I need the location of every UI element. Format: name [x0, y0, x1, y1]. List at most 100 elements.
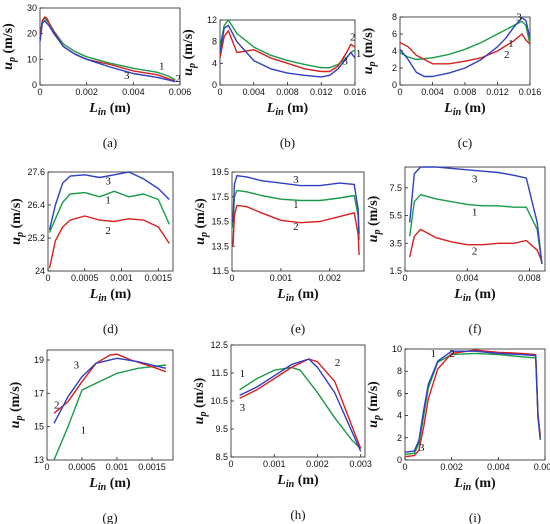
curve-label: 1 [81, 424, 87, 436]
y-tick-label: 20 [27, 29, 37, 39]
y-axis-label: up (m/s) [181, 29, 198, 76]
curve-label: 3 [293, 174, 299, 186]
x-tick-label: 0.016 [344, 87, 367, 97]
x-tick-label: 0 [402, 273, 407, 283]
curve-label: 2 [350, 32, 356, 44]
y-axis-label: up (m/s) [361, 27, 378, 74]
y-tick-label: 2 [392, 63, 397, 73]
panel-f: 0 0.004 0.008 1.5 3.5 5.5 7.5 3 1 2 up (m/s) Lin (m… [366, 166, 546, 336]
series-line-3 [219, 24, 356, 78]
y-tick-label: 25.2 [27, 233, 45, 243]
x-tick-label: 0.002 [440, 462, 463, 472]
x-tick-label: 0.004 [456, 273, 479, 283]
curve-label: 2 [472, 245, 478, 257]
curve-label: 1 [431, 348, 437, 360]
series-line-3 [239, 358, 362, 452]
y-tick-label: 8 [392, 12, 397, 22]
y-tick-label: 13 [34, 455, 44, 465]
series-line-3 [232, 174, 360, 234]
x-tick-label: 0.004 [487, 462, 510, 472]
series-line-3 [409, 166, 543, 265]
series-line-3 [53, 357, 167, 424]
panel-label: (a) [103, 135, 117, 150]
y-axis-label: up (m/s) [9, 198, 26, 245]
series-line-1 [232, 189, 360, 241]
curve-label: 3 [124, 70, 130, 82]
curve-label: 1 [508, 38, 514, 50]
x-tick-label: 0.006 [534, 462, 550, 472]
series-line-2 [399, 33, 531, 65]
series-line-1 [48, 190, 170, 233]
x-axis-label: Lin (m) [276, 287, 319, 304]
x-tick-label: 0.0015 [138, 462, 166, 472]
plot-frame [404, 348, 546, 461]
x-axis-label: Lin (m) [266, 101, 309, 118]
x-tick-label: 0.0005 [71, 273, 99, 283]
series-line-1 [399, 20, 531, 61]
x-tick-label: 0.0015 [145, 273, 173, 283]
series-line-2 [409, 228, 543, 262]
plot-frame [46, 349, 174, 461]
y-tick-label: 4 [397, 411, 402, 421]
x-tick-label: 0.002 [306, 459, 329, 469]
x-tick-label: 0.008 [518, 273, 541, 283]
curve-label: 2 [54, 399, 60, 411]
y-tick-label: 4 [392, 46, 397, 56]
y-axis-label: up (m/s) [366, 195, 383, 242]
y-tick-label: 27.6 [27, 167, 45, 177]
curve-label: 1 [472, 207, 478, 219]
x-axis-label: Lin (m) [276, 473, 319, 490]
panel-d: 0 0.0005 0.001 0.0015 24 25.2 26.4 27.6 3 1 2 up (m… [9, 167, 174, 336]
series-line-3 [48, 171, 170, 230]
x-tick-label: 0 [37, 87, 42, 97]
curve-label: 1 [293, 199, 299, 211]
panel-label: (d) [103, 321, 118, 336]
panel-b: 0 0.004 0.008 0.012 0.016 0 4 8 12 213 up (m/s) Lin… [181, 15, 366, 150]
x-tick-label: 0.004 [242, 87, 265, 97]
y-tick-label: 10.5 [210, 396, 228, 406]
x-tick-label: 0.002 [319, 273, 342, 283]
y-tick-label: 1.5 [389, 266, 402, 276]
series-line-1 [409, 193, 543, 265]
panel-g: 0 0.0005 0.001 0.0015 13 15 17 19 2 3 1 up (m/s) Lin… [8, 349, 174, 524]
y-tick-label: 12 [207, 15, 217, 25]
x-tick-label: 0.004 [122, 87, 145, 97]
curve-label: 2 [449, 348, 455, 360]
curve-label: 3 [342, 55, 348, 67]
y-tick-label: 11.5 [211, 368, 228, 378]
panel-label: (e) [291, 321, 305, 336]
panel-label: (g) [102, 510, 117, 524]
curve-label: 3 [419, 442, 425, 454]
curve-label: 2 [293, 221, 299, 233]
y-tick-label: 15 [34, 422, 44, 432]
x-axis-label: Lin (m) [453, 476, 496, 493]
y-tick-label: 10 [392, 344, 402, 354]
y-tick-label: 0 [392, 80, 397, 90]
series-line-3 [404, 350, 541, 453]
y-tick-label: 0 [32, 80, 37, 90]
y-tick-label: 11.5 [212, 266, 229, 276]
y-tick-label: 9.5 [215, 424, 228, 434]
x-tick-label: 0.002 [75, 87, 98, 97]
plot-frame [404, 166, 546, 272]
x-tick-label: 0.001 [270, 273, 293, 283]
panel-label: (i) [469, 510, 481, 524]
panel-label: (f) [469, 321, 482, 336]
y-tick-label: 24 [35, 266, 45, 276]
y-tick-label: 3.5 [389, 238, 402, 248]
curve-label: 3 [105, 175, 111, 187]
y-tick-label: 2 [397, 433, 402, 443]
x-tick-label: 0 [228, 459, 233, 469]
x-tick-label: 0 [229, 273, 234, 283]
curve-label: 2 [504, 49, 510, 61]
y-axis-label: up (m/s) [1, 23, 18, 70]
x-tick-label: 0 [397, 87, 402, 97]
y-tick-label: 10 [27, 54, 37, 64]
panel-label: (c) [458, 135, 472, 150]
x-tick-label: 0.0005 [68, 462, 96, 472]
curve-label: 3 [74, 359, 80, 371]
curve-label: 1 [105, 195, 111, 207]
y-tick-label: 30 [27, 3, 37, 13]
